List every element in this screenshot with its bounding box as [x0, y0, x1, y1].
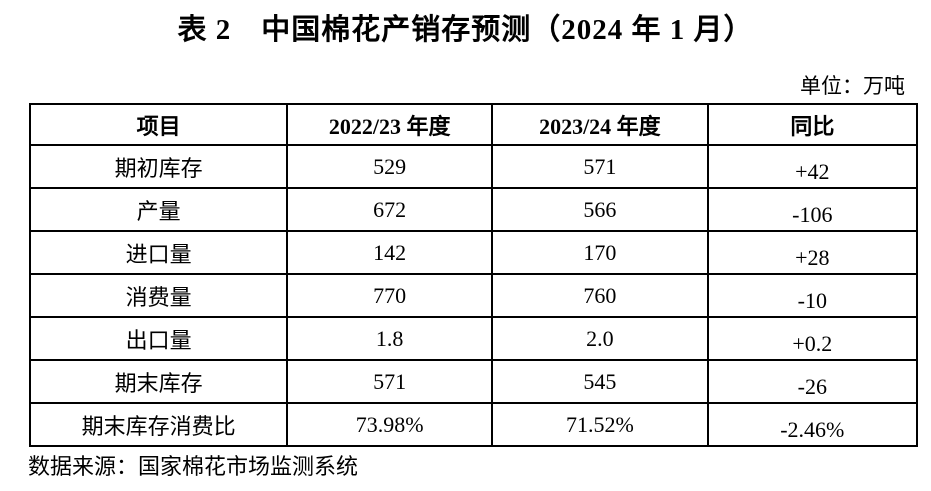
cell-yoy: -10	[706, 273, 919, 318]
table-row: 期末库存 571 545 -26	[28, 359, 919, 404]
cell-prev-year: 672	[286, 187, 494, 232]
cell-item: 期末库存	[28, 359, 289, 404]
cell-item: 期初库存	[28, 144, 289, 189]
table-row: 产量 672 566 -106	[28, 187, 919, 232]
cell-curr-year: 170	[491, 230, 709, 275]
yoy-value: -2.46%	[780, 416, 845, 442]
yoy-value: -26	[797, 373, 827, 399]
header-cell-item: 项目	[28, 103, 289, 146]
yoy-value: -106	[792, 201, 833, 227]
data-source-note: 数据来源：国家棉花市场监测系统	[28, 454, 359, 479]
cell-item: 期末库存消费比	[28, 402, 289, 447]
cell-prev-year: 142	[286, 230, 494, 275]
cell-item: 出口量	[28, 316, 289, 361]
table-row: 出口量 1.8 2.0 +0.2	[28, 316, 919, 361]
header-cell-curr-year: 2023/24 年度	[491, 103, 709, 146]
cell-curr-year: 566	[491, 187, 709, 232]
unit-label: 单位：万吨	[800, 74, 905, 98]
yoy-value: -10	[797, 287, 827, 313]
cell-item: 产量	[28, 187, 289, 232]
table-row: 期末库存消费比 73.98% 71.52% -2.46%	[28, 402, 919, 447]
cell-curr-year: 545	[491, 359, 709, 404]
table-row: 进口量 142 170 +28	[28, 230, 919, 275]
cell-yoy: -26	[706, 359, 919, 404]
cell-item: 进口量	[28, 230, 289, 275]
cell-curr-year: 71.52%	[491, 402, 709, 447]
cell-yoy: +42	[706, 144, 919, 189]
cell-curr-year: 760	[491, 273, 709, 318]
cell-prev-year: 770	[286, 273, 494, 318]
cell-item: 消费量	[28, 273, 289, 318]
cell-yoy: -2.46%	[706, 402, 919, 447]
cell-prev-year: 73.98%	[286, 402, 494, 447]
cell-yoy: +28	[706, 230, 919, 275]
cell-curr-year: 571	[491, 144, 709, 189]
cell-curr-year: 2.0	[491, 316, 709, 361]
table-row: 消费量 770 760 -10	[28, 273, 919, 318]
header-cell-prev-year: 2022/23 年度	[286, 103, 494, 146]
table-row: 期初库存 529 571 +42	[28, 144, 919, 189]
cell-prev-year: 1.8	[286, 316, 494, 361]
cotton-forecast-table: 项目 2022/23 年度 2023/24 年度 同比 期初库存 529 571…	[28, 103, 919, 447]
yoy-value: +42	[795, 158, 830, 184]
table-title: 表 2 中国棉花产销存预测（2024 年 1 月）	[177, 14, 754, 46]
cell-prev-year: 571	[286, 359, 494, 404]
yoy-value: +28	[795, 244, 830, 270]
cell-prev-year: 529	[286, 144, 494, 189]
header-cell-yoy: 同比	[706, 103, 919, 146]
cell-yoy: -106	[706, 187, 919, 232]
cell-yoy: +0.2	[706, 316, 919, 361]
yoy-value: +0.2	[792, 330, 833, 356]
table-header-row: 项目 2022/23 年度 2023/24 年度 同比	[28, 103, 919, 146]
